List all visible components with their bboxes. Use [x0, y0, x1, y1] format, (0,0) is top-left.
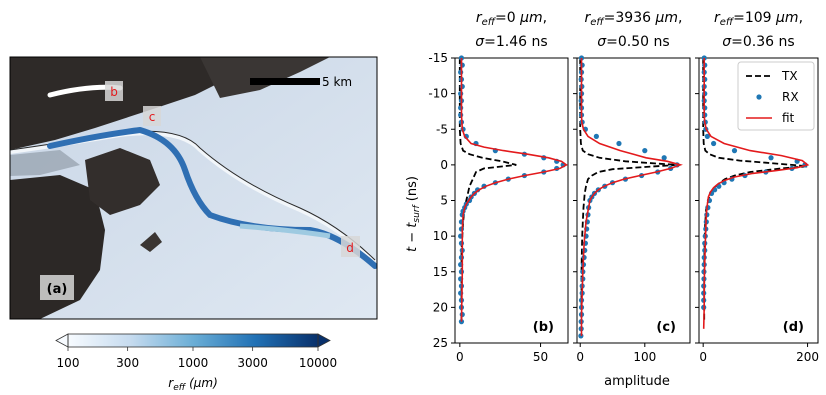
title-value: =3936 [604, 10, 656, 26]
y-axis-label-part1: t − t [405, 222, 420, 252]
panel-subtitle: σ=0.36 ns [722, 34, 794, 50]
panel-title: reff=109 μm, [714, 10, 803, 28]
colorbar-tick-label: 10000 [299, 356, 337, 370]
legend-label: RX [782, 90, 799, 104]
subtitle-value: =0.50 ns [606, 34, 670, 50]
y-tick-label: 25 [433, 336, 448, 350]
colorbar-gradient [68, 334, 318, 347]
rx-point [616, 141, 621, 146]
rx-point [458, 112, 463, 117]
rx-point [768, 155, 773, 160]
rx-point [642, 148, 647, 153]
y-tick-label: 10 [433, 229, 448, 243]
panel-label: (c) [656, 320, 676, 335]
panel-title: reff=0 μm, [476, 10, 547, 28]
rx-point [662, 155, 667, 160]
rx-point [711, 141, 716, 146]
rx-point [732, 148, 737, 153]
map-panel: 5 km b c d (a) [10, 57, 377, 319]
title-value: =109 [733, 10, 776, 26]
panel-label-a: (a) [47, 282, 68, 297]
scale-bar-label: 5 km [322, 75, 352, 89]
rx-point [458, 105, 463, 110]
y-axis-label: t − tsurf (ns) [405, 176, 422, 252]
marker-label-b: b [110, 85, 118, 99]
legend-swatch-rx [756, 94, 761, 99]
colorbar-label-unit: (μm) [189, 376, 218, 390]
colorbar-extend-high [318, 334, 330, 347]
title-value: =0 [495, 10, 520, 26]
colorbar-tick-label: 100 [57, 356, 80, 370]
rx-point [594, 134, 599, 139]
marker-label-c: c [149, 110, 156, 124]
subtitle-value: =1.46 ns [484, 34, 548, 50]
x-tick-label: 50 [533, 350, 548, 364]
x-tick-label: 200 [796, 350, 819, 364]
y-tick-label: 15 [433, 265, 448, 279]
subtitle-value: =0.36 ns [731, 34, 795, 50]
panel-subtitle: σ=0.50 ns [597, 34, 669, 50]
title-comma: , [799, 10, 803, 26]
y-tick-label: -15 [428, 51, 448, 65]
title-unit: μm [775, 10, 799, 26]
legend-label: fit [782, 111, 795, 125]
axes-frame [577, 58, 690, 343]
x-tick-label: 0 [699, 350, 707, 364]
colorbar: 100 300 1000 3000 10000 reff (μm) [56, 334, 337, 393]
rx-point [459, 255, 464, 260]
waveform-panel-c: reff=3936 μm, σ=0.50 ns 0 100 (c) [573, 10, 690, 364]
colorbar-ticks: 100 300 1000 3000 10000 [57, 347, 338, 370]
colorbar-extend-low [56, 334, 68, 347]
panel-label: (d) [783, 320, 804, 335]
marker-label-d: d [346, 241, 354, 255]
scale-bar [250, 78, 320, 85]
panel-label: (b) [533, 320, 554, 335]
title-comma: , [543, 10, 547, 26]
title-comma: , [678, 10, 682, 26]
y-tick-label: -10 [428, 87, 448, 101]
title-unit: μm [519, 10, 543, 26]
rx-point [459, 241, 464, 246]
y-tick-label: 5 [440, 194, 448, 208]
y-axis-label-unit: (ns) [405, 176, 420, 205]
x-axis-label: amplitude [604, 374, 670, 389]
legend-box [738, 62, 814, 130]
panel-subtitle: σ=1.46 ns [475, 34, 547, 50]
colorbar-tick-label: 300 [116, 356, 139, 370]
x-tick-label: 100 [633, 350, 656, 364]
waveform-panel-d: reff=109 μm, σ=0.36 ns 0 200 (d) TX RX fit [695, 10, 819, 364]
colorbar-label: reff (μm) [168, 376, 218, 393]
rx-point [458, 70, 463, 75]
y-axis-label-sub: surf [412, 204, 422, 223]
x-tick-label: 0 [576, 350, 584, 364]
colorbar-tick-label: 1000 [178, 356, 209, 370]
y-tick-label: 0 [440, 158, 448, 172]
panel-title: reff=3936 μm, [585, 10, 683, 28]
colorbar-tick-label: 3000 [237, 356, 268, 370]
legend-label: TX [781, 69, 798, 83]
y-tick-label: -5 [436, 122, 448, 136]
rx-point [459, 269, 464, 274]
waveform-panel-b: reff=0 μm, σ=1.46 ns -15 -10 -5 0 5 10 15 20 25 0 50… [428, 10, 568, 364]
y-tick-label: 20 [433, 300, 448, 314]
rx-point [458, 91, 463, 96]
rx-point [459, 226, 464, 231]
title-unit: μm [654, 10, 678, 26]
x-tick-label: 0 [456, 350, 464, 364]
